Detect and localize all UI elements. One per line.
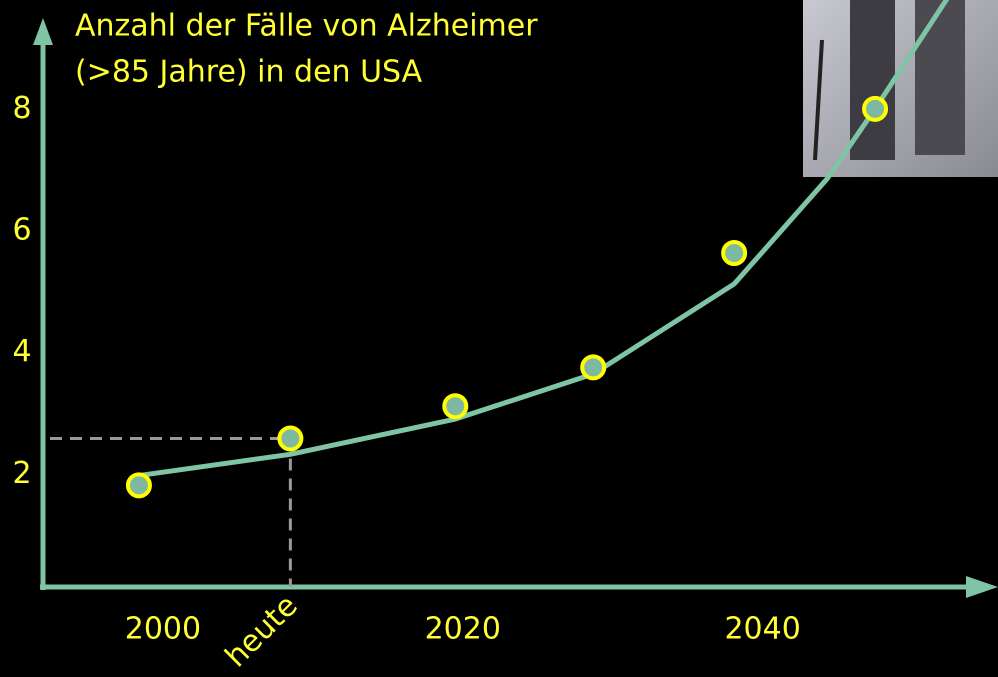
y-tick-label: 4: [12, 334, 31, 369]
data-point: [723, 242, 745, 264]
y-tick-label: 8: [12, 91, 31, 126]
photo: [803, 0, 998, 177]
chart-title: Anzahl der Fälle von Alzheimer: [75, 9, 538, 44]
data-point: [582, 356, 604, 378]
x-tick-label: 2000: [125, 612, 201, 647]
data-point: [128, 474, 150, 496]
data-point: [279, 427, 301, 449]
chart: Anzahl der Fälle von Alzheimer (>85 Jahr…: [0, 0, 998, 677]
x-tick-label: heute: [219, 588, 305, 674]
data-point: [444, 395, 466, 417]
x-tick-label: 2040: [724, 612, 800, 647]
y-tick-label: 6: [12, 213, 31, 248]
x-axis-arrow: [966, 576, 998, 598]
x-tick-label: 2020: [425, 612, 501, 647]
y-tick-label: 2: [12, 456, 31, 491]
chart-title: (>85 Jahre) in den USA: [75, 55, 423, 90]
y-axis-arrow: [33, 18, 53, 45]
data-point: [864, 98, 886, 120]
